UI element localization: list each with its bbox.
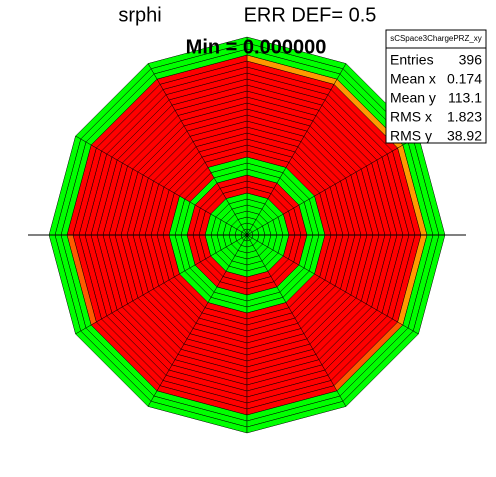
stats-label: RMS y	[390, 128, 432, 144]
stats-label: Mean y	[390, 90, 436, 106]
stats-value: 0.174	[447, 71, 482, 87]
stats-value: 1.823	[447, 109, 482, 125]
stats-box: sCSpace3ChargePRZ_xy Entries 396 Mean x 0.1…	[385, 29, 487, 144]
chart-subtitle: ERR DEF= 0.5	[244, 4, 377, 26]
stats-label: RMS x	[390, 109, 432, 125]
chart-title: srphi	[118, 4, 161, 26]
stats-title: sCSpace3ChargePRZ_xy	[390, 34, 482, 43]
stats-label: Entries	[390, 52, 434, 68]
annotation: Min = 0.000000	[186, 36, 327, 58]
stats-label: Mean x	[390, 71, 436, 87]
stats-value: 113.1	[448, 90, 482, 106]
stats-value: 38.92	[447, 128, 482, 144]
stats-frame	[385, 29, 487, 144]
stats-value: 396	[459, 52, 483, 68]
